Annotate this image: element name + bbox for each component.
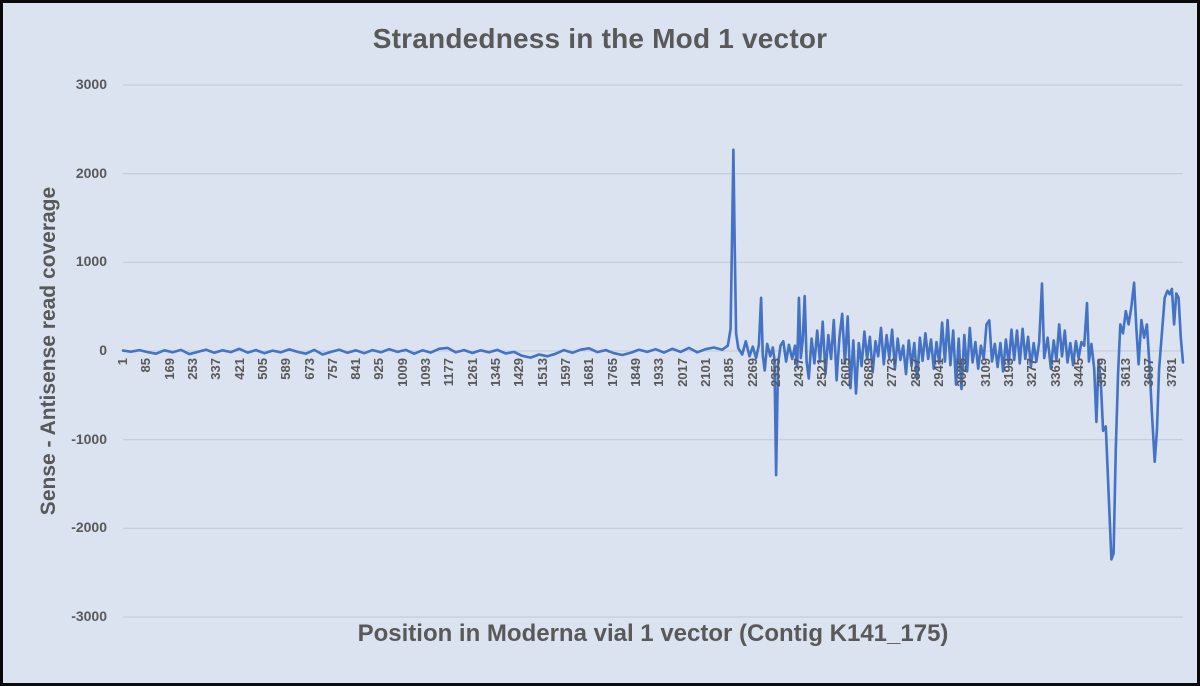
x-tick-label: 3361 [1047,358,1063,387]
x-tick-label: 2941 [931,358,947,387]
x-tick-label: 1177 [441,358,457,387]
x-tick-label: 1429 [511,358,527,387]
x-tick-label: 3529 [1094,358,1110,387]
chart-title: Strandedness in the Mod 1 vector [372,23,828,54]
x-tick-label: 1597 [557,358,573,387]
x-tick-label: 2269 [744,358,760,387]
x-tick-label: 1261 [464,358,480,387]
x-tick-label: 1765 [604,358,620,387]
x-tick-label: 1681 [581,358,597,387]
x-tick-label: 2521 [814,358,830,387]
data-series-line [121,148,1185,561]
x-tick-label: 3025 [954,358,970,387]
x-tick-label: 85 [138,358,154,373]
x-tick-label: 2101 [697,358,713,387]
x-tick-label: 2185 [721,358,737,387]
x-tick-label: 2353 [767,358,783,387]
x-tick-label: 589 [278,358,294,380]
x-tick-label: 757 [324,358,340,380]
y-tick-label: 2000 [75,164,107,181]
x-axis-title: Position in Moderna vial 1 vector (Conti… [357,620,949,647]
x-tick-label: 2857 [907,358,923,387]
x-tick-label: 2437 [791,358,807,387]
x-tick-label: 1009 [394,358,410,387]
x-tick-label: 3697 [1140,358,1156,387]
x-tick-label: 3613 [1117,358,1133,387]
x-tick-label: 3445 [1070,358,1086,387]
y-tick-label: -2000 [71,519,107,536]
x-tick-label: 2017 [674,358,690,387]
x-tick-label: 169 [161,358,177,380]
x-tick-label: 673 [301,358,317,380]
y-tick-label: -3000 [71,608,107,624]
x-tick-label: 2773 [884,358,900,387]
x-tick-label: 2689 [861,358,877,387]
x-tick-label: 1849 [627,358,643,387]
x-tick-label: 1933 [651,358,667,387]
x-tick-label: 3109 [977,358,993,387]
x-tick-label: 925 [371,358,387,380]
x-tick-label: 1513 [534,358,550,387]
y-tick-label: 1000 [75,253,107,270]
x-tick-label: 2605 [837,358,853,387]
x-tick-label: 841 [348,358,364,380]
x-tick-label: 3277 [1024,358,1040,387]
x-tick-label: 1345 [488,358,504,387]
x-tick-label: 1093 [418,358,434,387]
x-tick-label: 505 [254,358,270,380]
x-tick-label: 3193 [1000,358,1016,387]
y-tick-label: 0 [99,342,107,358]
y-tick-label: -1000 [71,430,107,447]
plot-area [121,84,1185,618]
x-tick-label: 337 [208,358,224,380]
x-tick-label: 253 [184,358,200,380]
x-tick-label: 1 [115,358,130,366]
x-tick-label: 421 [231,358,247,380]
x-tick-label: 3781 [1164,358,1180,387]
y-tick-label: 3000 [75,76,107,92]
